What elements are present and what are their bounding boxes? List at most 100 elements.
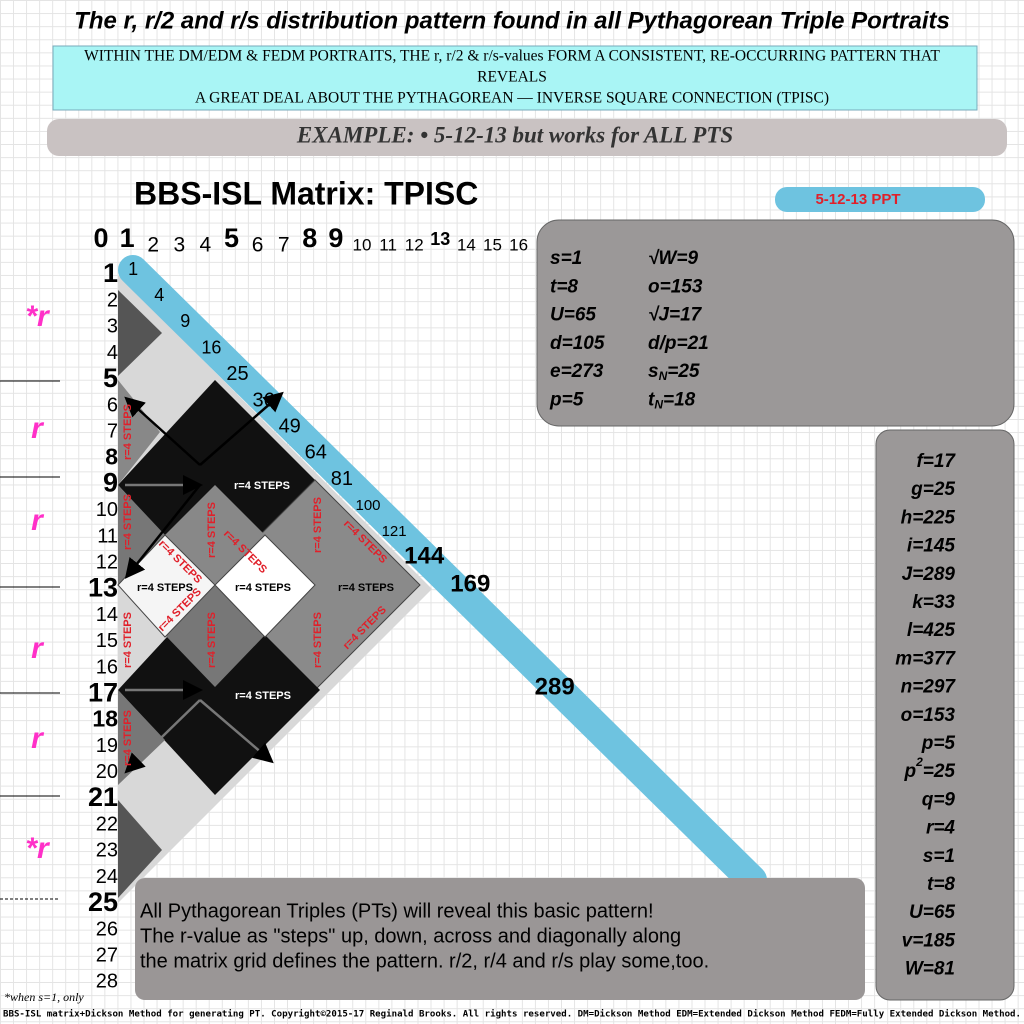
note-line: The r-value as "steps" up, down, across … <box>140 925 681 947</box>
step-label: r=4 STEPS <box>206 612 218 668</box>
r-marker: r <box>31 412 45 445</box>
column-number: 14 <box>457 235 476 254</box>
column-number: 15 <box>483 235 502 254</box>
column-number: 13 <box>430 229 450 249</box>
square-number: 1 <box>128 259 138 279</box>
value-part: 2 <box>915 755 923 769</box>
matrix-text: 0 1 2 3 4 5 6 7 8 9 10 11 12 13 14 15 161234567891011121… <box>25 223 956 993</box>
square-number: 4 <box>154 285 164 305</box>
square-number: 169 <box>450 571 490 598</box>
value-item: √W=9 <box>648 248 698 269</box>
row-number: 18 <box>92 705 118 731</box>
step-label: r=4 STEPS <box>122 612 134 668</box>
value-item: tN=18 <box>648 390 696 412</box>
step-label: r=4 STEPS <box>122 494 134 550</box>
row-number: 10 <box>96 499 118 521</box>
value-item: n=297 <box>901 677 957 698</box>
row-number: 15 <box>96 630 118 652</box>
value-item: U=65 <box>550 305 596 326</box>
value-part: p <box>903 761 916 782</box>
value-item: o=153 <box>901 705 956 726</box>
row-number: 17 <box>88 677 118 707</box>
row-number: 24 <box>96 866 118 888</box>
row-number: 13 <box>88 573 118 603</box>
step-label: r=4 STEPS <box>235 690 291 702</box>
value-item: o=153 <box>648 276 703 297</box>
note-box <box>135 878 865 1000</box>
row-number: 28 <box>96 971 118 993</box>
square-number: 9 <box>180 311 190 331</box>
value-item: sN=25 <box>648 361 700 383</box>
value-part: t <box>648 390 655 411</box>
badge-text: 5-12-13 PPT <box>815 191 900 208</box>
square-number: 36 <box>252 389 274 411</box>
value-item: f=17 <box>916 451 956 472</box>
note-line: the matrix grid defines the pattern. r/2… <box>140 950 709 972</box>
row-number: 21 <box>88 782 118 812</box>
value-part: N <box>659 369 668 383</box>
square-number: 144 <box>404 543 445 570</box>
value-item: W=81 <box>905 959 955 980</box>
value-item: p=5 <box>549 390 584 411</box>
r-marker: r <box>31 504 45 537</box>
example-bar <box>47 119 1007 156</box>
value-item: m=377 <box>895 648 956 669</box>
column-number: 8 <box>302 223 317 253</box>
r-marker: r <box>31 722 45 755</box>
left-lines <box>0 380 60 900</box>
value-item: k=33 <box>912 592 955 613</box>
value-part: N <box>654 398 663 412</box>
step-label: r=4 STEPS <box>122 404 134 460</box>
column-number: 0 <box>93 223 108 253</box>
row-number: 5 <box>103 363 118 393</box>
row-number: 26 <box>96 918 118 940</box>
step-label: r=4 STEPS <box>235 582 291 594</box>
arrows <box>124 391 284 774</box>
row-number: 9 <box>103 468 118 498</box>
step-label: r=4 STEPS <box>312 612 324 668</box>
value-item: h=225 <box>901 507 956 528</box>
row-number: 20 <box>96 761 118 783</box>
badge <box>775 187 985 212</box>
value-item: s=1 <box>923 846 955 867</box>
note-line: All Pythagorean Triples (PTs) will revea… <box>140 900 654 922</box>
banner <box>52 45 978 111</box>
value-part: =25 <box>923 761 956 782</box>
square-number: 64 <box>305 442 327 464</box>
row-number: 23 <box>96 840 118 862</box>
banner-line: A GREAT DEAL ABOUT THE PYTHAGOREAN — INV… <box>195 90 829 107</box>
row-number: 27 <box>96 944 118 966</box>
step-label: r=4 STEPS <box>137 582 193 594</box>
value-part: s <box>648 361 659 382</box>
footnote: *when s=1, only <box>4 990 84 1004</box>
value-item: l=425 <box>907 620 956 641</box>
row-number: 6 <box>107 394 118 416</box>
step-label: r=4 STEPS <box>122 710 134 766</box>
column-number: 3 <box>173 234 185 257</box>
value-part: =25 <box>667 361 700 382</box>
value-item: t=8 <box>550 276 578 297</box>
square-number: 25 <box>226 363 248 385</box>
value-item: p2=25 <box>903 755 955 782</box>
row-number: 14 <box>96 604 118 626</box>
row-number: 8 <box>105 443 118 469</box>
row-number: 16 <box>96 656 118 678</box>
step-label: r=4 STEPS <box>234 480 290 492</box>
title: The r, r/2 and r/s distribution pattern … <box>74 7 950 34</box>
square-number: 16 <box>201 337 221 357</box>
value-item: t=8 <box>927 874 955 895</box>
value-item: r=4 <box>926 818 955 839</box>
left-box <box>536 219 1015 427</box>
value-item: v=185 <box>902 930 956 951</box>
banner-text: WITHIN THE DM/EDM & FEDM PORTRAITS, THE … <box>84 48 940 107</box>
column-number: 6 <box>252 234 264 257</box>
row-number: 2 <box>107 289 118 311</box>
row-number: 1 <box>103 258 118 288</box>
r-marker: *r <box>25 300 51 333</box>
square-number: 81 <box>331 468 353 490</box>
row-number: 3 <box>107 316 118 338</box>
value-item: q=9 <box>922 789 956 810</box>
right-box <box>875 429 1015 1001</box>
row-number: 25 <box>88 887 118 917</box>
